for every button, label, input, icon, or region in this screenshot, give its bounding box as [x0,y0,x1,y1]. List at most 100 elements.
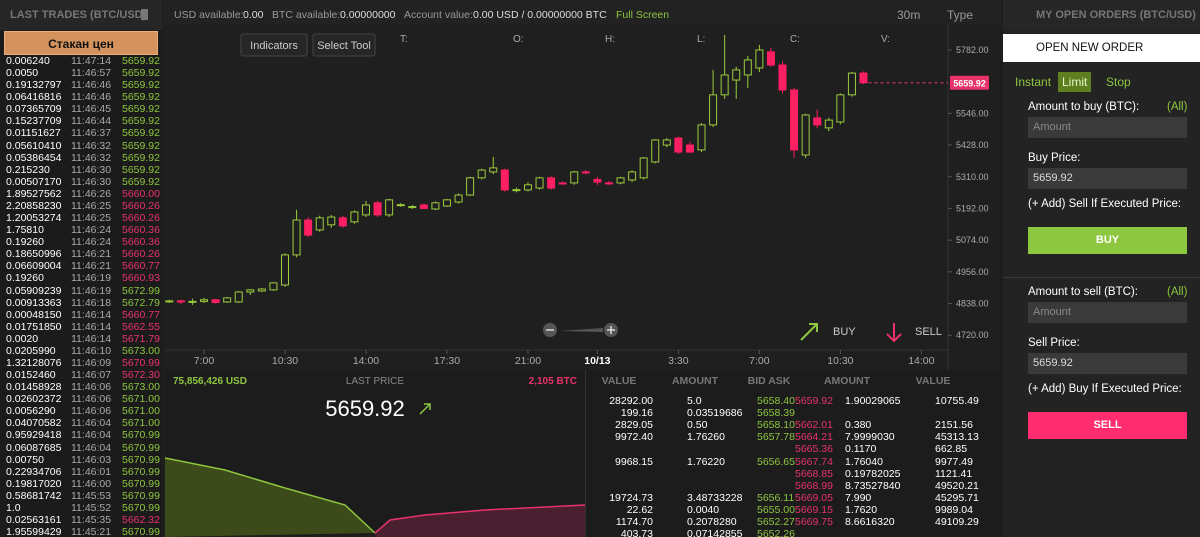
candle-body [523,184,532,191]
order-type-tab[interactable]: Stop [1106,75,1131,89]
trade-price: 5659.92 [122,139,160,152]
candle-body [859,72,868,84]
ask-depth-line [374,504,585,534]
trade-amount: 0.04070582 [6,417,62,430]
trade-price: 5660.00 [122,187,160,200]
order-book-cell: 5659.92 [795,395,833,407]
order-book-cell: 9977.49 [935,455,973,468]
trade-time: 11:46:26 [71,187,112,200]
order-book-cell: 19724.73 [609,491,653,504]
last-price-marker [950,75,989,90]
order-book-cell: 2151.56 [935,419,973,432]
candle-body [431,202,440,210]
candle-body [662,139,671,146]
trade-time: 11:46:09 [71,357,112,369]
add-condition-link[interactable]: (+ Add) Sell If Executed Price: [1028,198,1182,210]
trade-price: 5660.26 [122,212,160,225]
candle-body [801,114,810,156]
candle-body [570,171,579,184]
top-bar: USD available: 0.00 BTC available: 0.000000… [163,0,1001,28]
order-book-cell: 1.76220 [687,455,725,468]
trades-panel: LAST TRADES (BTC/USD) Стакан цен 0.006240 1… [0,0,162,537]
price-up-icon [419,403,431,415]
x-tick-label: 3:30 [668,355,689,367]
trade-amount: 0.19817020 [6,477,62,490]
price-input[interactable]: 5659.92 [1028,353,1187,374]
trade-time: 11:46:21 [71,260,112,273]
trade-time: 11:46:18 [71,296,112,309]
order-book-cell: 0.07142855 [687,528,743,537]
trade-amount: 0.0056290 [6,405,56,418]
order-book-header: BID ASK [747,375,791,387]
sell-button[interactable]: SELL [1028,412,1187,439]
trade-time: 11:46:19 [71,272,112,285]
all-link[interactable]: (All) [1167,101,1188,113]
y-tick-label: 4956.00 [956,267,989,277]
add-condition-link[interactable]: (+ Add) Buy If Executed Price: [1028,383,1182,395]
order-book-cell: 5668.99 [795,479,833,492]
type-menu[interactable]: Type [947,8,974,22]
all-link[interactable]: (All) [1167,286,1188,298]
trade-price: 5659.92 [122,67,160,80]
trade-time: 11:45:52 [71,501,112,514]
amount-input[interactable]: Amount [1028,117,1187,138]
candle-body [720,74,729,96]
ohlc-label: L: [697,34,705,45]
trade-amount: 0.02563161 [6,514,62,527]
order-book-button[interactable]: Стакан цен [4,31,158,55]
interval-menu[interactable]: 30m [897,8,921,22]
amount-label: Amount to buy (BTC): [1028,101,1140,113]
candle-body [246,289,255,293]
order-book-header: VALUE [601,375,637,387]
zoom-control[interactable] [543,323,618,337]
balance-label: Account value: [404,9,473,21]
order-book-cell: 5652.26 [757,528,795,537]
order-type-tab[interactable]: Limit [1058,72,1092,92]
trade-amount: 0.05610410 [6,139,62,152]
price-input[interactable]: 5659.92 [1028,168,1187,189]
order-type-tab[interactable]: Instant [1015,75,1052,89]
y-tick-label: 4838.00 [956,299,989,309]
candle-body [628,171,637,181]
candlestick-chart: 5782.00 5546.00 5428.00 5310.00 5192.00 5074.… [165,25,1000,370]
balance-label: USD available: [174,9,244,21]
candle-body [315,217,324,231]
x-tick-label: 14:00 [353,355,379,367]
buy-button[interactable]: BUY [1028,227,1187,254]
buy-label: BUY [833,326,856,338]
order-book-cell: 9968.15 [615,455,653,468]
price-label: Sell Price: [1028,337,1080,349]
order-book-cell: 28292.00 [609,395,653,407]
trade-amount: 0.22934706 [6,465,62,478]
sell-label: SELL [915,326,942,338]
trade-price: 5659.92 [122,91,160,104]
full-screen-link[interactable]: Full Screen [616,9,670,21]
amount-input[interactable]: Amount [1028,302,1187,323]
order-book-cell: 0.03519686 [687,407,743,420]
trade-amount: 0.00507170 [6,175,62,188]
trade-time: 11:46:06 [71,393,112,406]
trade-amount: 0.06087685 [6,441,62,454]
trade-time: 11:46:01 [71,465,112,478]
candle-body [685,144,694,153]
toolbar-button[interactable]: Select Tool [312,33,376,57]
trade-amount: 0.15237709 [6,115,62,128]
order-book-header: VALUE [915,375,951,387]
price-label: Buy Price: [1028,152,1081,164]
open-new-order-tab[interactable]: OPEN NEW ORDER [1003,34,1200,62]
candle-body [269,282,278,291]
trade-price: 5659.92 [122,151,160,164]
candle-body [732,69,741,81]
toolbar-button[interactable]: Indicators [240,33,308,57]
panel-header-bg [1003,0,1200,30]
balance-value: 0.00000000 [340,9,396,21]
balance-value: 0.00 USD / 0.00000000 BTC [473,9,607,21]
order-book-cell: 7.990 [845,491,872,504]
trade-time: 11:45:35 [71,514,112,527]
trade-amount: 0.215230 [6,163,50,176]
trade-amount: 0.006240 [6,55,50,67]
candle-body [419,204,428,209]
order-book-cell: 5658.40 [757,395,795,407]
plus-icon [607,326,615,334]
